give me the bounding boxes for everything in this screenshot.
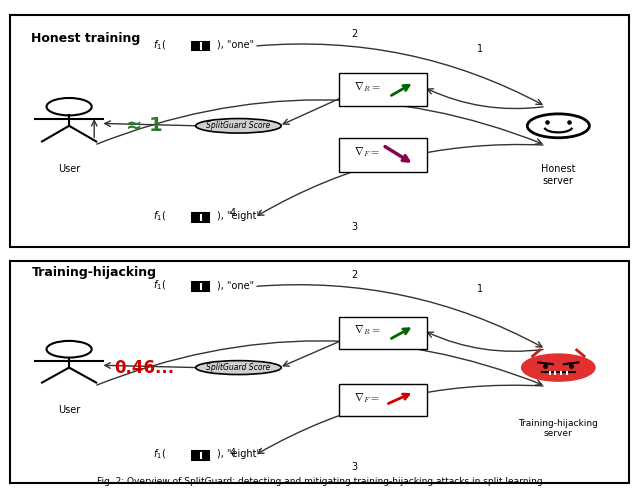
Text: ≈ 1: ≈ 1 [126, 116, 163, 135]
Text: Honest
server: Honest server [541, 165, 575, 186]
Text: SplitGuard Score: SplitGuard Score [206, 363, 271, 372]
Text: 3: 3 [351, 462, 358, 472]
Text: 1: 1 [477, 284, 483, 294]
Ellipse shape [196, 119, 281, 133]
FancyBboxPatch shape [10, 15, 629, 246]
Text: 2: 2 [351, 29, 358, 39]
Text: $\nabla_F =$: $\nabla_F =$ [354, 145, 380, 159]
Text: 3: 3 [351, 222, 358, 232]
Text: User: User [58, 165, 80, 175]
FancyBboxPatch shape [339, 138, 427, 172]
Text: User: User [58, 405, 80, 415]
FancyBboxPatch shape [339, 384, 427, 416]
Text: $f_1($: $f_1($ [153, 448, 166, 461]
Text: ), "eight": ), "eight" [216, 211, 260, 221]
Circle shape [522, 354, 595, 381]
Text: $f_1($: $f_1($ [153, 279, 166, 292]
Text: Fig. 2: Overview of SplitGuard: detecting and mitigating training-hijacking atta: Fig. 2: Overview of SplitGuard: detectin… [97, 477, 543, 487]
FancyBboxPatch shape [339, 317, 427, 349]
Text: ), "eight": ), "eight" [216, 450, 260, 459]
Text: $\nabla_F =$: $\nabla_F =$ [354, 391, 380, 405]
Text: Honest training: Honest training [31, 32, 141, 44]
Text: $f_1($: $f_1($ [153, 38, 166, 52]
Text: 4: 4 [229, 448, 236, 458]
Text: ), "one": ), "one" [216, 281, 253, 290]
Text: ), "one": ), "one" [216, 40, 253, 50]
Text: Training-hijacking: Training-hijacking [31, 266, 157, 279]
FancyBboxPatch shape [193, 282, 209, 291]
Text: Training-hijacking
server: Training-hijacking server [518, 419, 598, 438]
Text: 2: 2 [351, 270, 358, 280]
FancyBboxPatch shape [193, 213, 209, 222]
Text: $\nabla_R =$: $\nabla_R =$ [354, 80, 380, 94]
Ellipse shape [196, 361, 281, 375]
Text: 1: 1 [477, 43, 483, 54]
Text: SplitGuard Score: SplitGuard Score [206, 121, 271, 130]
FancyBboxPatch shape [10, 261, 629, 484]
FancyBboxPatch shape [193, 42, 209, 50]
FancyBboxPatch shape [193, 452, 209, 460]
FancyBboxPatch shape [339, 72, 427, 106]
Text: 4: 4 [229, 208, 236, 218]
Text: $\nabla_R =$: $\nabla_R =$ [354, 323, 380, 337]
Text: $f_1($: $f_1($ [153, 210, 166, 223]
Text: 0.46...: 0.46... [115, 358, 175, 377]
